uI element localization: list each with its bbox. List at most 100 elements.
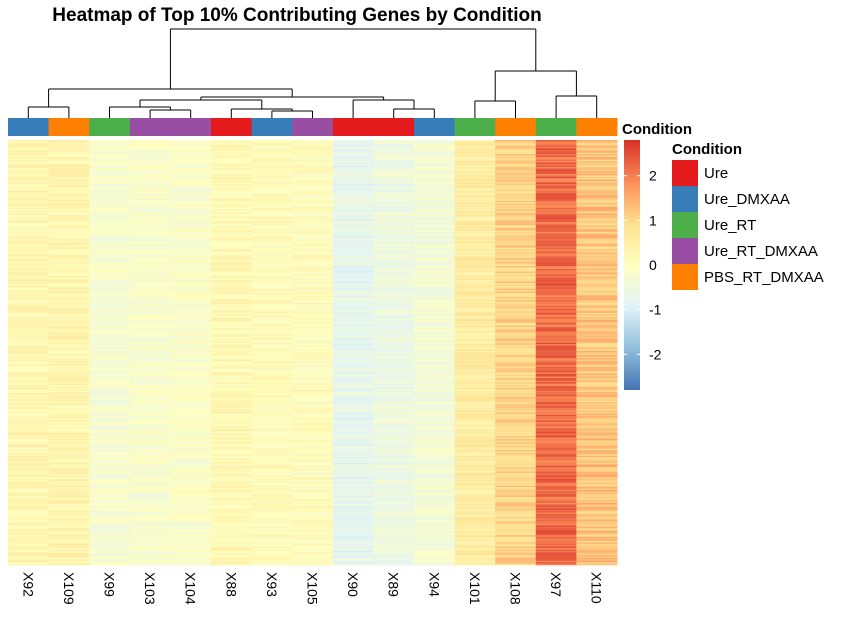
heatmap-cell (251, 397, 293, 400)
heatmap-cell (251, 463, 293, 465)
heatmap-cell (170, 169, 212, 172)
heatmap-cell (576, 254, 618, 257)
heatmap-cell (292, 285, 334, 288)
heatmap-cell (211, 217, 253, 220)
heatmap-cell (414, 338, 456, 341)
heatmap-cell (251, 502, 293, 505)
heatmap-cell (332, 413, 374, 416)
heatmap-cell (129, 529, 171, 532)
heatmap-cell (211, 267, 253, 270)
heatmap-cell (576, 424, 618, 427)
heatmap-cell (332, 311, 374, 314)
heatmap-cell (211, 281, 253, 284)
heatmap-cell (332, 375, 374, 377)
heatmap-cell (414, 236, 456, 239)
heatmap-cell (129, 243, 171, 246)
heatmap-cell (211, 460, 253, 462)
heatmap-cell (48, 149, 90, 152)
heatmap-cell (535, 186, 577, 189)
column-label: X99 (102, 572, 118, 597)
heatmap-cell (495, 307, 537, 309)
heatmap-cell (211, 397, 253, 400)
heatmap-cell (211, 239, 253, 241)
heatmap-cell (48, 478, 90, 481)
heatmap-cell (292, 334, 334, 336)
heatmap-cell (211, 458, 253, 461)
heatmap-cell (495, 185, 537, 188)
heatmap-cell (211, 448, 253, 451)
heatmap-cell (8, 475, 50, 478)
heatmap-cell (211, 256, 253, 258)
heatmap-cell (211, 542, 253, 545)
heatmap-cell (251, 217, 293, 220)
heatmap-cell (170, 145, 212, 148)
heatmap-cell (211, 366, 253, 369)
heatmap-cell (211, 210, 253, 213)
heatmap-cell (89, 183, 131, 186)
heatmap-cell (576, 368, 618, 370)
heatmap-cell (495, 297, 537, 299)
heatmap-cell (211, 261, 253, 264)
heatmap-cell (292, 406, 334, 409)
heatmap-cell (535, 512, 577, 515)
heatmap-cell (129, 431, 171, 434)
heatmap-cell (89, 467, 131, 469)
heatmap-cell (576, 298, 618, 301)
heatmap-cell (495, 188, 537, 190)
heatmap-cell (373, 176, 415, 179)
heatmap-cell (576, 545, 618, 547)
heatmap-cell (251, 410, 293, 413)
color-scale-tick-label: 1 (649, 212, 657, 228)
heatmap-cell (211, 555, 253, 557)
heatmap-cell (535, 229, 577, 231)
heatmap-cell (332, 332, 374, 335)
heatmap-cell (373, 198, 415, 200)
heatmap-cell (332, 229, 374, 231)
heatmap-cell (211, 441, 253, 444)
heatmap-cell (373, 460, 415, 462)
heatmap-cell (8, 474, 50, 477)
heatmap-cell (8, 276, 50, 278)
heatmap-cell (89, 542, 131, 545)
heatmap-cell (129, 410, 171, 413)
heatmap-cell (292, 152, 334, 155)
heatmap-cell (48, 563, 90, 566)
heatmap-cell (8, 259, 50, 261)
heatmap-cell (211, 562, 253, 564)
heatmap-cell (170, 215, 212, 217)
heatmap-cell (8, 161, 50, 163)
heatmap-cell (576, 217, 618, 220)
heatmap-cell (8, 267, 50, 270)
heatmap-cell (495, 545, 537, 547)
heatmap-cell (48, 193, 90, 196)
heatmap-cell (251, 491, 293, 494)
heatmap-cell (535, 225, 577, 227)
heatmap-cell (292, 385, 334, 387)
heatmap-cell (170, 505, 212, 508)
heatmap-cell (332, 278, 374, 281)
heatmap-cell (129, 169, 171, 172)
heatmap-cell (292, 387, 334, 390)
heatmap-cell (211, 225, 253, 227)
heatmap-cell (170, 232, 212, 234)
heatmap-cell (211, 178, 253, 180)
heatmap-cell (211, 505, 253, 508)
heatmap-cell (495, 341, 537, 343)
heatmap-cell (170, 331, 212, 333)
heatmap-cell (535, 379, 577, 382)
heatmap-cell (170, 523, 212, 526)
heatmap-cell (495, 254, 537, 257)
heatmap-cell (576, 290, 618, 292)
heatmap-cell (292, 268, 334, 271)
heatmap-cell (170, 485, 212, 488)
heatmap-cell (292, 543, 334, 546)
heatmap-cell (292, 318, 334, 321)
annotation-cell (576, 118, 618, 136)
heatmap-cell (535, 331, 577, 333)
heatmap-cell (576, 339, 618, 342)
heatmap-cell (89, 250, 131, 253)
heatmap-cell (495, 267, 537, 270)
heatmap-cell (8, 497, 50, 499)
heatmap-cell (8, 373, 50, 376)
heatmap-cell (170, 434, 212, 437)
